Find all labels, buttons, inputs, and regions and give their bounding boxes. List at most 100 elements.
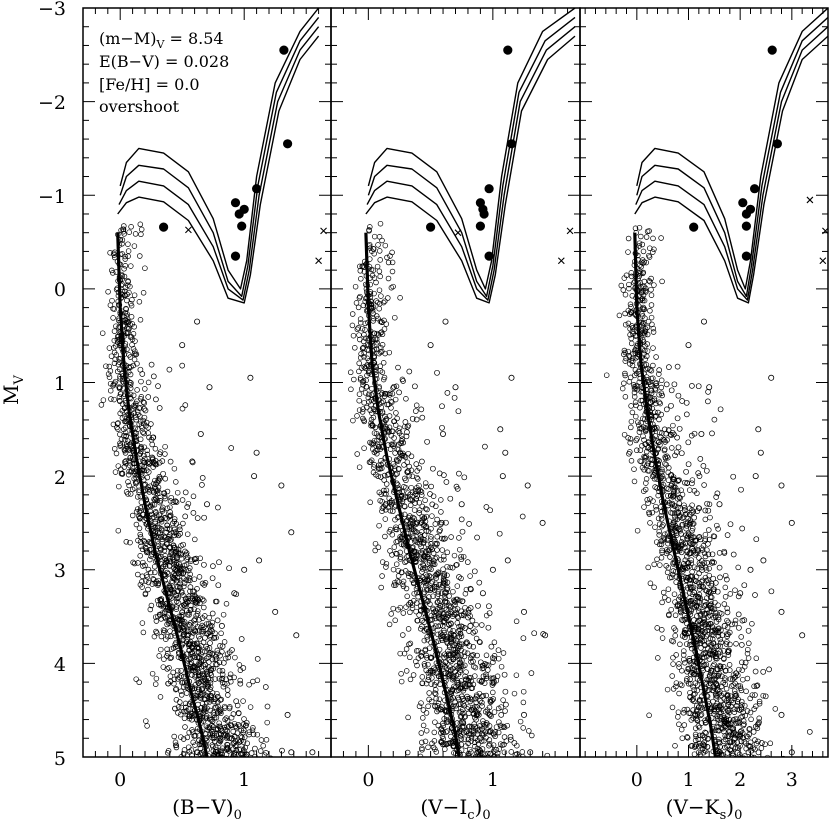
field-star (230, 746, 237, 752)
giant-star (426, 222, 436, 232)
field-star (144, 467, 150, 474)
field-star (240, 721, 247, 728)
field-star (460, 701, 466, 707)
field-star (217, 761, 222, 766)
field-star (178, 769, 183, 774)
field-star (211, 635, 217, 641)
field-star (676, 661, 682, 667)
field-star (496, 719, 502, 725)
field-star (109, 297, 115, 304)
field-star (215, 768, 220, 773)
field-star (474, 693, 480, 700)
field-star (405, 422, 412, 429)
field-star (130, 346, 137, 352)
field-star (219, 671, 226, 678)
field-star (450, 673, 456, 679)
field-star (356, 407, 363, 413)
field-star (110, 305, 116, 312)
field-star (459, 706, 466, 713)
field-star (180, 736, 187, 742)
field-star (713, 768, 718, 773)
field-star (696, 555, 702, 561)
field-star (360, 415, 366, 422)
field-star (214, 710, 221, 716)
field-star (209, 575, 216, 582)
field-star (422, 738, 429, 745)
field-star (164, 522, 170, 528)
field-star (438, 739, 444, 745)
field-star (474, 652, 480, 659)
field-star (694, 618, 701, 625)
field-star (430, 593, 436, 599)
field-star (459, 598, 466, 605)
field-star (252, 753, 258, 757)
field-star (215, 699, 221, 705)
field-star (404, 429, 410, 436)
field-star (454, 677, 461, 684)
field-star (378, 584, 384, 591)
field-star (701, 482, 707, 488)
field-star (350, 417, 356, 424)
field-star (353, 300, 360, 306)
field-star (395, 458, 401, 464)
field-star (464, 772, 469, 777)
field-star (377, 330, 384, 336)
field-star (176, 613, 183, 620)
field-star (216, 559, 222, 566)
field-star (223, 762, 228, 767)
field-star (152, 614, 159, 620)
field-star (499, 473, 506, 480)
field-star (682, 511, 689, 518)
field-star (146, 546, 153, 553)
field-star (439, 603, 446, 610)
field-star (194, 654, 200, 661)
field-star (481, 773, 486, 778)
field-star (184, 627, 191, 634)
field-star (418, 492, 425, 498)
field-star (121, 426, 127, 433)
field-star (421, 661, 428, 667)
field-star (182, 489, 189, 496)
field-star (367, 407, 373, 414)
field-star (447, 564, 453, 571)
field-star (223, 676, 229, 682)
field-star (432, 541, 438, 547)
field-star (211, 734, 218, 741)
field-star (456, 623, 462, 630)
field-star (433, 571, 440, 578)
field-star (681, 722, 688, 728)
field-star (200, 639, 207, 646)
field-star (411, 515, 417, 522)
field-star (424, 634, 430, 640)
field-star (143, 546, 149, 552)
field-star (184, 770, 189, 775)
field-star (731, 675, 737, 681)
field-star (418, 700, 424, 706)
field-star (419, 517, 426, 523)
cross-star (315, 257, 322, 265)
field-star (432, 615, 439, 622)
field-star (419, 739, 425, 746)
field-star (197, 430, 204, 437)
field-star (145, 579, 152, 586)
field-star (126, 289, 132, 296)
field-star (181, 625, 187, 632)
field-star (461, 474, 468, 481)
field-star (490, 689, 496, 696)
field-star (203, 767, 208, 772)
field-star (137, 516, 143, 522)
field-star (118, 436, 125, 443)
field-star (496, 762, 501, 767)
field-star (370, 310, 376, 317)
field-star (619, 385, 626, 392)
field-star (486, 723, 493, 729)
field-star (457, 659, 464, 666)
field-star (621, 431, 628, 438)
field-star (447, 611, 454, 617)
field-star (244, 751, 250, 757)
field-star (389, 268, 396, 275)
isochrone-line (119, 16, 320, 298)
field-star (167, 628, 173, 634)
field-star (699, 564, 705, 571)
field-star (141, 406, 147, 412)
